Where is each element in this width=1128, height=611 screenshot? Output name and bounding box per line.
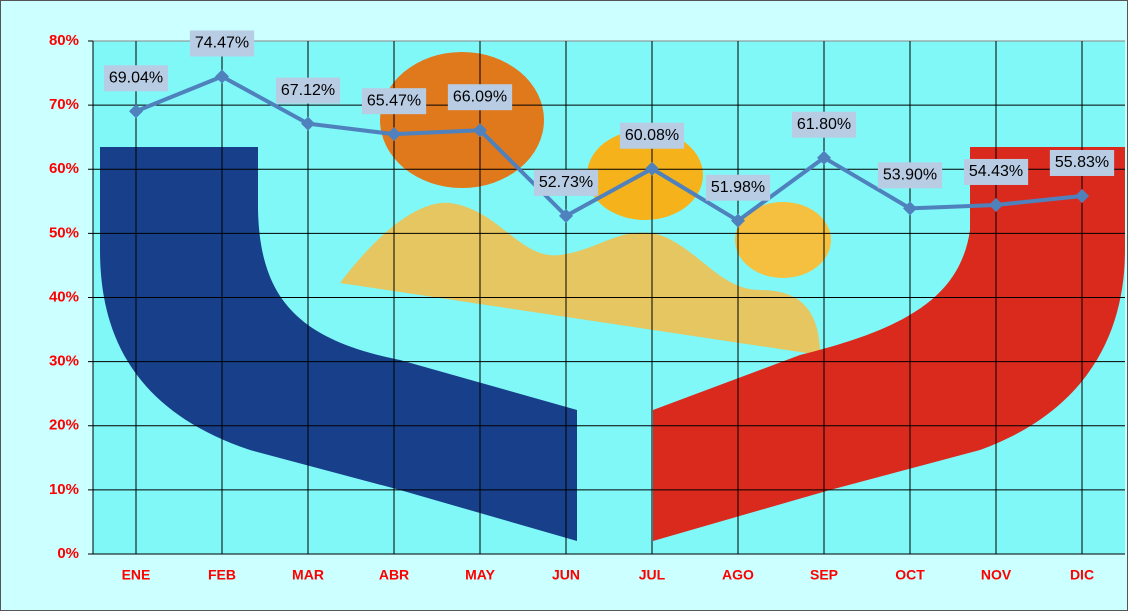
label-box	[705, 174, 771, 201]
marker	[129, 104, 143, 119]
marker	[1075, 188, 1089, 203]
label-box	[791, 111, 857, 138]
marker	[645, 161, 659, 176]
value-label: 66.09%	[453, 88, 507, 105]
label-box	[103, 65, 169, 92]
y-tick-label: 10%	[49, 481, 79, 498]
y-tick-label: 30%	[49, 353, 79, 370]
x-tick-label: FEB	[208, 567, 236, 583]
value-label: 69.04%	[109, 69, 163, 86]
value-label: 52.73%	[539, 174, 593, 191]
y-tick-label: 40%	[49, 288, 79, 305]
value-label: 54.43%	[969, 163, 1023, 180]
x-tick-label: DIC	[1070, 567, 1094, 583]
y-tick-label: 50%	[49, 224, 79, 241]
x-tick-label: JUN	[552, 567, 580, 583]
marker	[989, 197, 1003, 212]
y-tick-label: 20%	[49, 417, 79, 434]
value-label: 51.98%	[711, 179, 765, 196]
value-label: 74.47%	[195, 35, 249, 52]
value-label: 55.83%	[1055, 154, 1109, 171]
deco-circle	[735, 202, 831, 278]
value-label: 53.90%	[883, 167, 937, 184]
value-label: 65.47%	[367, 92, 421, 109]
label-box	[963, 158, 1029, 185]
label-box	[447, 84, 513, 111]
x-tick-label: AGO	[722, 567, 754, 583]
label-box	[361, 88, 427, 115]
label-box	[619, 122, 685, 149]
x-tick-label: SEP	[810, 567, 838, 583]
x-tick-label: MAY	[465, 567, 495, 583]
marker	[301, 116, 315, 131]
y-tick-label: 0%	[57, 545, 79, 562]
marker	[387, 127, 401, 142]
y-tick-label: 70%	[49, 96, 79, 113]
marker	[903, 201, 917, 216]
deco-hills	[340, 202, 820, 355]
label-box	[275, 77, 341, 104]
marker	[559, 208, 573, 223]
label-box	[533, 169, 599, 196]
y-tick-label: 80%	[49, 32, 79, 49]
line	[135, 74, 1083, 223]
x-tick-label: ENE	[122, 567, 151, 583]
deco-circle	[587, 130, 703, 220]
marker	[473, 123, 487, 138]
value-label: 61.80%	[797, 116, 851, 133]
deco-blue	[100, 147, 577, 541]
background-image	[100, 52, 1125, 541]
label-box	[189, 30, 255, 57]
value-label: 67.12%	[281, 82, 335, 99]
x-tick-label: NOV	[981, 567, 1012, 583]
value-label: 60.08%	[625, 127, 679, 144]
deco-red	[653, 147, 1125, 541]
x-tick-label: MAR	[292, 567, 324, 583]
x-tick-label: JUL	[639, 567, 666, 583]
marker	[215, 69, 229, 84]
x-tick-label: OCT	[895, 567, 925, 583]
label-box	[877, 162, 943, 189]
x-tick-label: ABR	[379, 567, 409, 583]
marker	[817, 150, 831, 165]
marker	[731, 213, 745, 228]
label-box	[1049, 149, 1115, 176]
y-tick-label: 60%	[49, 160, 79, 177]
